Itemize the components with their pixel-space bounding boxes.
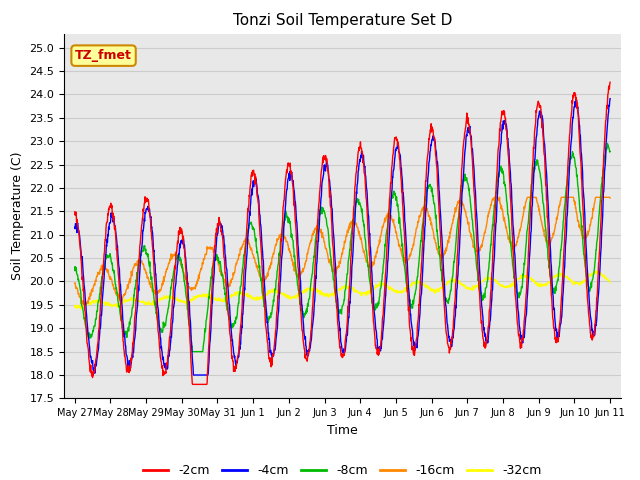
X-axis label: Time: Time	[327, 424, 358, 437]
Title: Tonzi Soil Temperature Set D: Tonzi Soil Temperature Set D	[233, 13, 452, 28]
Y-axis label: Soil Temperature (C): Soil Temperature (C)	[11, 152, 24, 280]
Legend: -2cm, -4cm, -8cm, -16cm, -32cm: -2cm, -4cm, -8cm, -16cm, -32cm	[138, 459, 547, 480]
Text: TZ_fmet: TZ_fmet	[75, 49, 132, 62]
